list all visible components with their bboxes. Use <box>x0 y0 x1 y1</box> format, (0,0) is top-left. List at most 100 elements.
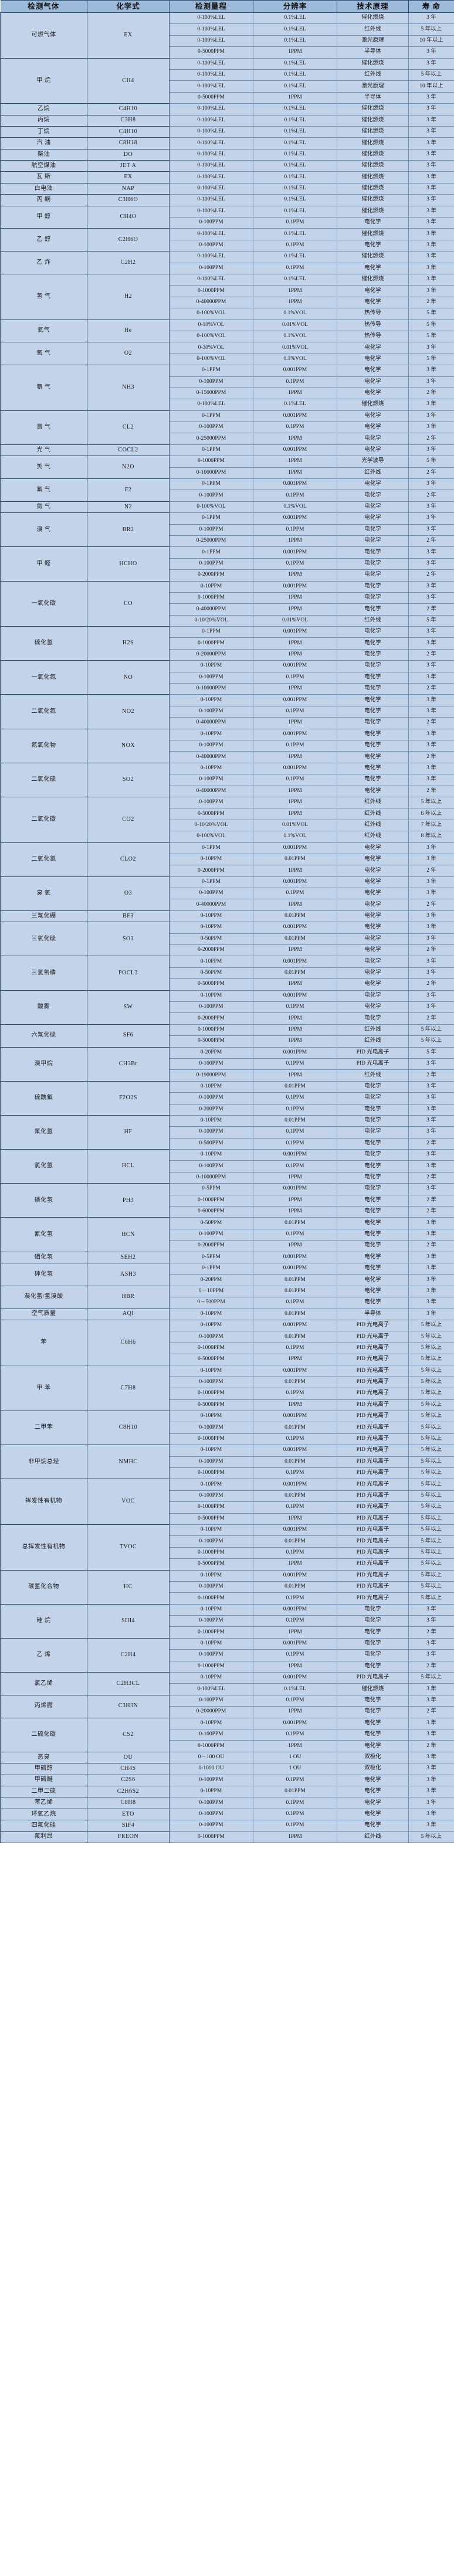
table-row: 酸雾 SW 0-10PPM 0.001PPM 电化学 3 年 <box>0 990 454 1025</box>
technology-cell: PID 光电离子 <box>337 1422 409 1434</box>
resolution-cell: 0.001PPM <box>253 365 337 377</box>
lifespan-cell: 2 年 <box>408 467 454 480</box>
resolution-cell: 0.01PPM <box>253 933 337 946</box>
table-row: 磷化氢 PH3 0-5PPM 0.001PPM 电化学 3 年 <box>0 1183 454 1218</box>
table-row: 0－500PPM 0.1PPM 电化学 3 年 <box>1 1297 454 1309</box>
technology-cell: 电化学 <box>337 922 409 934</box>
table-row: 乙 烯 C2H4 0-10PPM 0.001PPM 电化学 3 年 <box>0 1637 454 1673</box>
lifespan-cell: 3 年 <box>408 46 454 59</box>
resolution-cell: 0.1PPM <box>253 524 337 536</box>
table-row: 0-100%LEL 0.1%LEL 红外线 5 年以上 <box>1 23 454 36</box>
chemical-formula-cell: F2O2S <box>87 1081 170 1116</box>
chemical-formula-cell: CLO2 <box>87 842 170 877</box>
resolution-cell: 0.01PPM <box>253 1274 337 1286</box>
chemical-formula-cell: SO3 <box>87 922 170 957</box>
resolution-cell: 0.001PPM <box>253 1603 337 1616</box>
resolution-cell: 0.001PPM <box>253 1479 337 1491</box>
table-row: 0-100PPM 0.1PPM 电化学 3 年 <box>1 217 454 229</box>
detection-range-cell: 0-100%LEL <box>169 160 253 172</box>
technology-cell: 电化学 <box>337 1274 409 1286</box>
detection-range-cell: 0-100PPM <box>169 1422 253 1434</box>
table-row: 0-100PPM 0.1PPM 电化学 3 年 <box>1 1126 454 1139</box>
resolution-cell: 1PPM <box>253 92 337 104</box>
lifespan-cell: 3 年 <box>408 967 454 980</box>
table-row: 0-100PPM 0.1PPM 电化学 3 年 <box>1 888 454 900</box>
lifespan-cell: 5 年 <box>408 456 454 468</box>
technology-cell: 热传导 <box>337 319 409 331</box>
gas-name-cell: 一氧化氮 <box>0 660 87 695</box>
detection-range-cell: 0-5000PPM <box>169 808 253 820</box>
lifespan-cell: 2 年 <box>408 490 454 502</box>
gas-name-cell: 氟化氢 <box>0 1115 87 1150</box>
table-row: 氮氧化物 NOX 0-10PPM 0.001PPM 电化学 3 年 <box>0 728 454 763</box>
table-row: 三氧化硫 SO3 0-10PPM 0.001PPM 电化学 3 年 <box>0 922 454 957</box>
chemical-formula-cell: COCL2 <box>87 444 170 457</box>
resolution-cell: 1PPM <box>253 786 337 797</box>
table-row: 0-100PPM 0.1PPM 电化学 3 年 <box>1 1160 454 1173</box>
gas-name-cell: 丁烷 <box>0 126 87 138</box>
chemical-formula-cell: CO2 <box>87 797 170 843</box>
table-row: 二氧化硫 SO2 0-10PPM 0.001PPM 电化学 3 年 <box>0 762 454 797</box>
resolution-cell: 0.001PPM <box>253 1445 337 1457</box>
lifespan-cell: 3 年 <box>408 1183 454 1195</box>
column-header-lifespan: 寿 命 <box>408 0 454 13</box>
detection-range-cell: 0-1000PPM <box>169 1547 253 1559</box>
table-row: 0-100PPM 0.1PPM 电化学 3 年 <box>1 706 454 718</box>
detection-range-cell: 0-5000PPM <box>169 92 253 104</box>
gas-name-cell: 可燃气体 <box>0 12 87 59</box>
chemical-formula-cell: HC <box>87 1570 170 1605</box>
resolution-cell: 0.001PPM <box>253 1251 337 1263</box>
technology-cell: 电化学 <box>337 706 409 718</box>
technology-cell: 电化学 <box>337 1649 409 1661</box>
resolution-cell: 0.1PPM <box>253 1229 337 1241</box>
detection-range-cell: 0-10PPM <box>169 1785 253 1798</box>
chemical-formula-cell: EX <box>87 171 170 183</box>
table-row: 0-10PPM 0.01PPM 电化学 3 年 <box>1 854 454 866</box>
table-row: 氯化氢 HCL 0-10PPM 0.001PPM 电化学 3 年 <box>0 1149 454 1184</box>
detection-range-cell: 0-100PPM <box>169 1229 253 1241</box>
lifespan-cell: 5 年以上 <box>408 1422 454 1434</box>
lifespan-cell: 3 年 <box>408 285 454 297</box>
table-row: 六氟化硫 SF6 0-1000PPM 1PPM 红外线 5 年以上 <box>0 1024 454 1048</box>
gas-name-cell: 氟 气 <box>0 478 87 502</box>
detection-range-cell: 0-1000PPM <box>169 1024 253 1036</box>
detection-range-cell: 0-10PPM <box>169 1637 253 1650</box>
lifespan-cell: 5 年以上 <box>408 1501 454 1514</box>
lifespan-cell: 3 年 <box>408 1149 454 1161</box>
resolution-cell: 0.01PPM <box>253 1581 337 1593</box>
column-header-gas: 检测气体 <box>0 0 87 13</box>
resolution-cell: 0.1PPM <box>253 490 337 502</box>
lifespan-cell: 5 年以上 <box>408 1388 454 1400</box>
chemical-formula-cell: HCN <box>87 1217 170 1252</box>
detection-range-cell: 0-100PPM <box>169 490 253 502</box>
resolution-cell: 0.01PPM <box>253 1114 337 1127</box>
detection-range-cell: 0-2000PPM <box>169 865 253 877</box>
gas-name-cell: 环氧乙烷 <box>0 1809 87 1821</box>
resolution-cell: 1PPM <box>253 1012 337 1025</box>
table-row: 一氧化氮 NO 0-10PPM 0.001PPM 电化学 3 年 <box>0 660 454 695</box>
gas-name-cell: 瓦 斯 <box>0 171 87 183</box>
resolution-cell: 0.001PPM <box>253 1365 337 1377</box>
lifespan-cell: 5 年 <box>408 1046 454 1059</box>
resolution-cell: 0.001PPM <box>253 990 337 1002</box>
technology-cell: 电化学 <box>337 1285 409 1298</box>
lifespan-cell: 3 年 <box>408 1104 454 1116</box>
technology-cell: 电化学 <box>337 388 409 400</box>
lifespan-cell: 2 年 <box>408 1172 454 1184</box>
lifespan-cell: 2 年 <box>408 388 454 400</box>
lifespan-cell: 2 年 <box>408 1138 454 1150</box>
detection-range-cell: 0-10PPM <box>169 660 253 672</box>
technology-cell: 电化学 <box>337 1626 409 1639</box>
technology-cell: 电化学 <box>337 354 409 366</box>
technology-cell: 催化燃烧 <box>337 273 409 286</box>
technology-cell: 电化学 <box>337 1297 409 1309</box>
detection-range-cell: 0-100%LEL <box>169 125 253 138</box>
table-row: 笑 气 N2O 0-1000PPM 1PPM 光学波导 5 年 <box>0 456 454 480</box>
chemical-formula-cell: CH3Br <box>87 1047 170 1082</box>
chemical-formula-cell: HBR <box>87 1286 170 1309</box>
table-row: 氟化氢 HF 0-10PPM 0.01PPM 电化学 3 年 <box>0 1114 454 1150</box>
technology-cell: PID 光电离子 <box>337 1319 409 1332</box>
technology-cell: 电化学 <box>337 637 409 650</box>
gas-name-cell: 氮氧化物 <box>0 729 87 763</box>
resolution-cell: 0.001PPM <box>253 1046 337 1059</box>
